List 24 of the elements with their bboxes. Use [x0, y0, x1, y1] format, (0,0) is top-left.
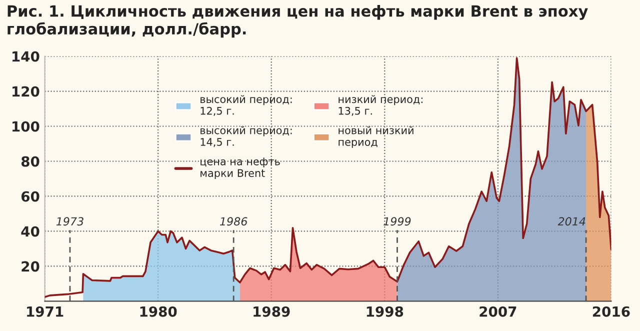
line-series	[44, 57, 612, 298]
y-tick-label: 60	[21, 191, 40, 202]
legend-label: новый низкий период	[338, 126, 414, 148]
ref-line-label: 2014	[558, 217, 586, 226]
y-tick-label: 120	[12, 86, 40, 97]
legend-label: высокий период: 14,5 г.	[200, 126, 292, 147]
legend-label: низкий период: 13,5 г.	[338, 95, 422, 116]
ref-line-label: 1986	[220, 217, 248, 226]
y-tick-label: 40	[21, 226, 40, 237]
x-tick-label: 1989	[254, 306, 290, 317]
ref-line-label: 1999	[384, 217, 411, 226]
chart-title: Рис. 1. Цикличность движения цен на нефть марки Brent в эпоху глобализации, долл./барр.	[8, 4, 588, 38]
x-tick-label: 1998	[366, 306, 404, 317]
x-tick-label: 2016	[592, 306, 630, 317]
y-tick-label: 140	[12, 51, 40, 62]
y-tick-label: 20	[22, 261, 40, 272]
legend-label: высокий период: 12,5 г.	[200, 95, 292, 116]
y-tick-label: 100	[12, 121, 40, 132]
ref-line-label: 1973	[56, 217, 84, 226]
x-tick-label: 1971	[27, 306, 64, 317]
legend-label: цена на нефть марки Brent	[200, 158, 280, 180]
y-tick-label: 80	[21, 156, 40, 167]
x-tick-label: 1980	[140, 306, 177, 317]
x-tick-label: 2007	[480, 306, 516, 317]
